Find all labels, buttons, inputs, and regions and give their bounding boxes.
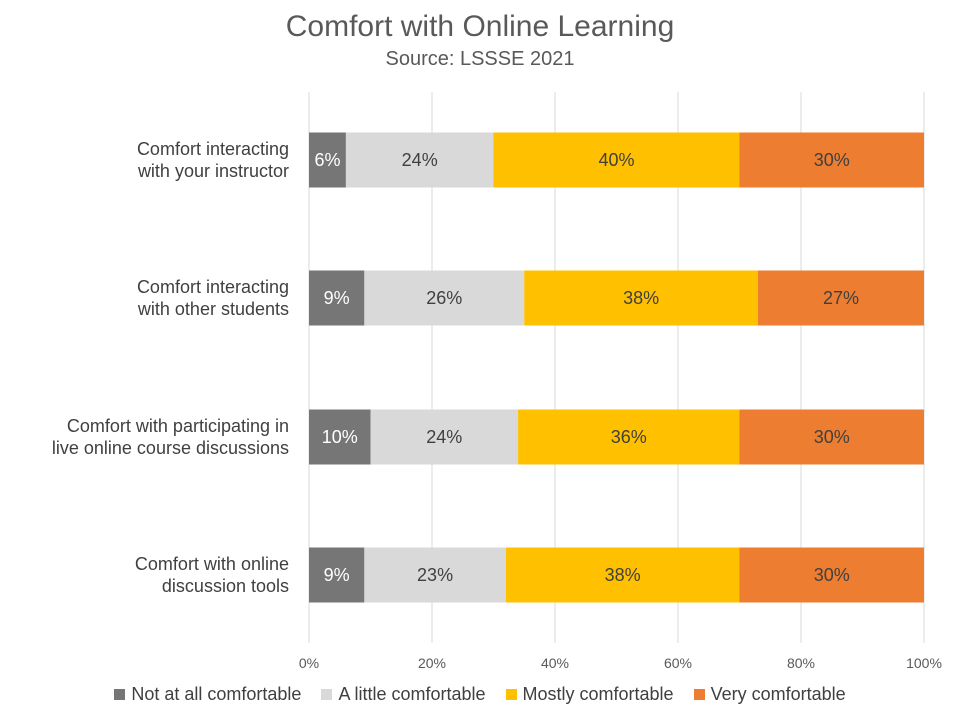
legend-item: A little comfortable bbox=[321, 684, 486, 705]
bar-segment bbox=[518, 409, 740, 465]
bar-segment bbox=[309, 547, 365, 603]
legend-label: Not at all comfortable bbox=[131, 684, 302, 704]
legend-item: Not at all comfortable bbox=[114, 684, 301, 705]
legend-swatch bbox=[321, 689, 333, 700]
data-label: 10% bbox=[322, 427, 358, 447]
x-tick-label: 40% bbox=[541, 655, 569, 671]
data-label: 36% bbox=[611, 427, 647, 447]
legend-item: Mostly comfortable bbox=[505, 684, 674, 705]
bar-segment bbox=[370, 409, 519, 465]
bar-segment bbox=[309, 270, 365, 326]
bar-segment bbox=[493, 132, 740, 188]
x-tick-label: 100% bbox=[906, 655, 942, 671]
x-tick-label: 80% bbox=[787, 655, 815, 671]
category-label: discussion tools bbox=[162, 576, 289, 596]
legend-label: Very comfortable bbox=[710, 684, 846, 704]
data-label: 9% bbox=[324, 565, 350, 585]
chart-subtitle: Source: LSSSE 2021 bbox=[385, 48, 575, 70]
bar-segment bbox=[757, 270, 924, 326]
data-label: 27% bbox=[823, 288, 859, 308]
legend-label: A little comfortable bbox=[338, 684, 486, 704]
category-label: with your instructor bbox=[137, 161, 289, 181]
chart-legend: Not at all comfortable A little comfortab… bbox=[0, 684, 960, 705]
x-tick-label: 0% bbox=[299, 655, 319, 671]
bar-segment bbox=[309, 409, 371, 465]
bar-segment bbox=[739, 409, 924, 465]
data-label: 30% bbox=[814, 150, 850, 170]
data-label: 9% bbox=[324, 288, 350, 308]
bar-segment bbox=[739, 132, 924, 188]
legend-swatch bbox=[505, 689, 517, 700]
legend-swatch bbox=[114, 689, 126, 700]
data-label: 26% bbox=[426, 288, 462, 308]
data-label: 6% bbox=[314, 150, 340, 170]
category-label: Comfort interacting bbox=[137, 139, 289, 159]
legend-swatch bbox=[693, 689, 705, 700]
x-tick-label: 60% bbox=[664, 655, 692, 671]
data-label: 30% bbox=[814, 427, 850, 447]
category-label: Comfort with participating in bbox=[67, 416, 289, 436]
data-label: 30% bbox=[814, 565, 850, 585]
category-label: Comfort interacting bbox=[137, 277, 289, 297]
category-label: live online course discussions bbox=[52, 438, 289, 458]
data-label: 24% bbox=[426, 427, 462, 447]
chart-title: Comfort with Online Learning bbox=[285, 10, 675, 43]
bar-segment bbox=[345, 132, 494, 188]
x-tick-label: 20% bbox=[418, 655, 446, 671]
data-label: 40% bbox=[598, 150, 634, 170]
bar-segment bbox=[505, 547, 740, 603]
category-label: Comfort with online bbox=[135, 554, 289, 574]
data-label: 23% bbox=[417, 565, 453, 585]
bar-segment bbox=[739, 547, 924, 603]
legend-label: Mostly comfortable bbox=[522, 684, 674, 704]
data-label: 38% bbox=[605, 565, 641, 585]
bar-segment bbox=[524, 270, 758, 326]
bar-segment bbox=[364, 270, 525, 326]
data-label: 38% bbox=[623, 288, 659, 308]
bar-segment bbox=[364, 547, 506, 603]
data-label: 24% bbox=[402, 150, 438, 170]
legend-item: Very comfortable bbox=[693, 684, 846, 705]
category-label: with other students bbox=[137, 299, 289, 319]
bar-segment bbox=[309, 132, 346, 188]
